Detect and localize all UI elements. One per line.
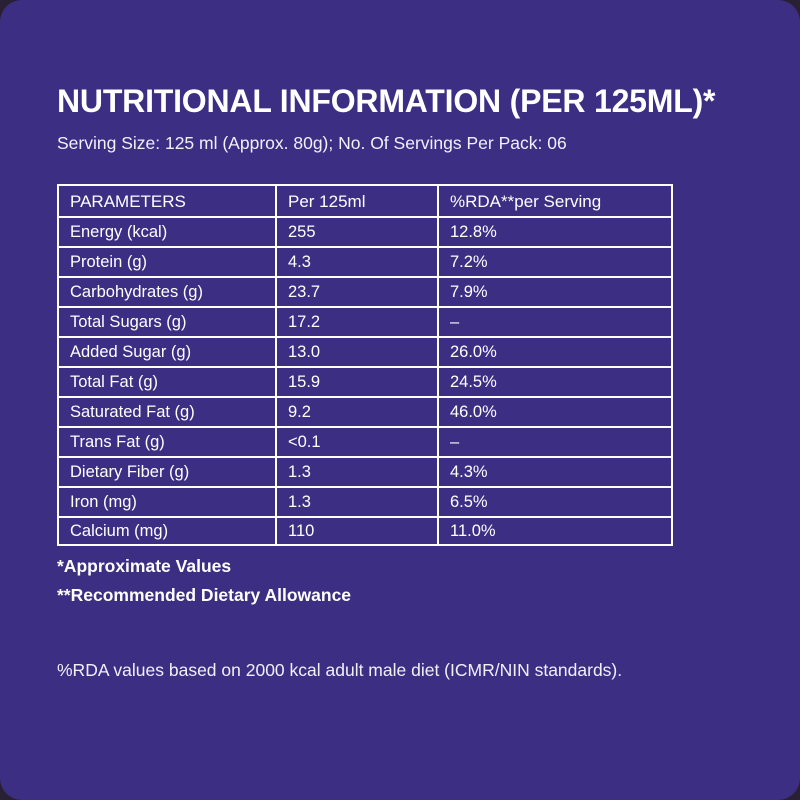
column-header-parameters: PARAMETERS	[57, 184, 275, 216]
table-row: Total Sugars (g) 17.2–	[57, 306, 673, 336]
cell-rda: 7.9%	[437, 276, 673, 306]
table-body: Energy (kcal) 255 12.8% Protein (g) 4.3 7.2% C…	[57, 216, 673, 546]
cell-parameter: Iron (mg)	[57, 486, 275, 516]
cell-per-serving: 17.2	[275, 306, 437, 336]
page-title: NUTRITIONAL INFORMATION (PER 125ML)*	[57, 83, 716, 119]
cell-rda: 11.0%	[437, 516, 673, 546]
table-row: Total Fat (g) 15.9 24.5%	[57, 366, 673, 396]
table-row: Dietary Fiber (g) 1.3 4.3%	[57, 456, 673, 486]
column-header-per-serving: Per 125ml	[275, 184, 437, 216]
cell-per-serving: 13.0	[275, 336, 437, 366]
cell-per-serving: 15.9	[275, 366, 437, 396]
table-row: Iron (mg) 1.3 6.5%	[57, 486, 673, 516]
cell-parameter: Trans Fat (g)	[57, 426, 275, 456]
cell-rda: 4.3%	[437, 456, 673, 486]
table-row: Trans Fat (g) <0.1–	[57, 426, 673, 456]
cell-parameter: Saturated Fat (g)	[57, 396, 275, 426]
cell-parameter: Carbohydrates (g)	[57, 276, 275, 306]
footnote-line: *Approximate Values	[57, 556, 232, 576]
column-header-rda: %RDA**per Serving	[437, 184, 673, 216]
cell-parameter: Total Fat (g)	[57, 366, 275, 396]
table-row: Calcium (mg) 110 11.0%	[57, 516, 673, 546]
cell-per-serving: 255	[275, 216, 437, 246]
footnotes-group: *Approximate Values **Recommended Dietary…	[57, 552, 351, 610]
cell-parameter: Energy (kcal)	[57, 216, 275, 246]
cell-per-serving: 9.2	[275, 396, 437, 426]
cell-rda: 12.8%	[437, 216, 673, 246]
serving-size-line: Serving Size: 125 ml (Approx. 80g); No. …	[57, 133, 567, 153]
cell-per-serving: 23.7	[275, 276, 437, 306]
table-row: Saturated Fat (g) 9.2 46.0%	[57, 396, 673, 426]
cell-rda: 26.0%	[437, 336, 673, 366]
cell-per-serving: 4.3	[275, 246, 437, 276]
footnote-line: **Recommended Dietary Allowance	[57, 585, 352, 605]
cell-rda: –	[437, 426, 673, 456]
cell-parameter: Dietary Fiber (g)	[57, 456, 275, 486]
table-row: Energy (kcal) 255 12.8%	[57, 216, 673, 246]
cell-parameter: Added Sugar (g)	[57, 336, 275, 366]
nutrition-table: PARAMETERS Per 125ml %RDA**per Serving E…	[57, 184, 673, 546]
cell-parameter: Protein (g)	[57, 246, 275, 276]
cell-per-serving: <0.1	[275, 426, 437, 456]
cell-rda: 7.2%	[437, 246, 673, 276]
table-header: PARAMETERS Per 125ml %RDA**per Serving	[57, 184, 673, 216]
table-row: Added Sugar (g) 13.0 26.0%	[57, 336, 673, 366]
cell-per-serving: 1.3	[275, 456, 437, 486]
cell-parameter: Calcium (mg)	[57, 516, 275, 546]
table-header-row: PARAMETERS Per 125ml %RDA**per Serving	[57, 184, 673, 216]
cell-per-serving: 1.3	[275, 486, 437, 516]
cell-parameter: Total Sugars (g)	[57, 306, 275, 336]
rda-disclaimer: %RDA values based on 2000 kcal adult mal…	[57, 660, 623, 680]
table-row: Protein (g) 4.3 7.2%	[57, 246, 673, 276]
cell-per-serving: 110	[275, 516, 437, 546]
cell-rda: 46.0%	[437, 396, 673, 426]
cell-rda: –	[437, 306, 673, 336]
table-row: Carbohydrates (g) 23.7 7.9%	[57, 276, 673, 306]
cell-rda: 6.5%	[437, 486, 673, 516]
cell-rda: 24.5%	[437, 366, 673, 396]
